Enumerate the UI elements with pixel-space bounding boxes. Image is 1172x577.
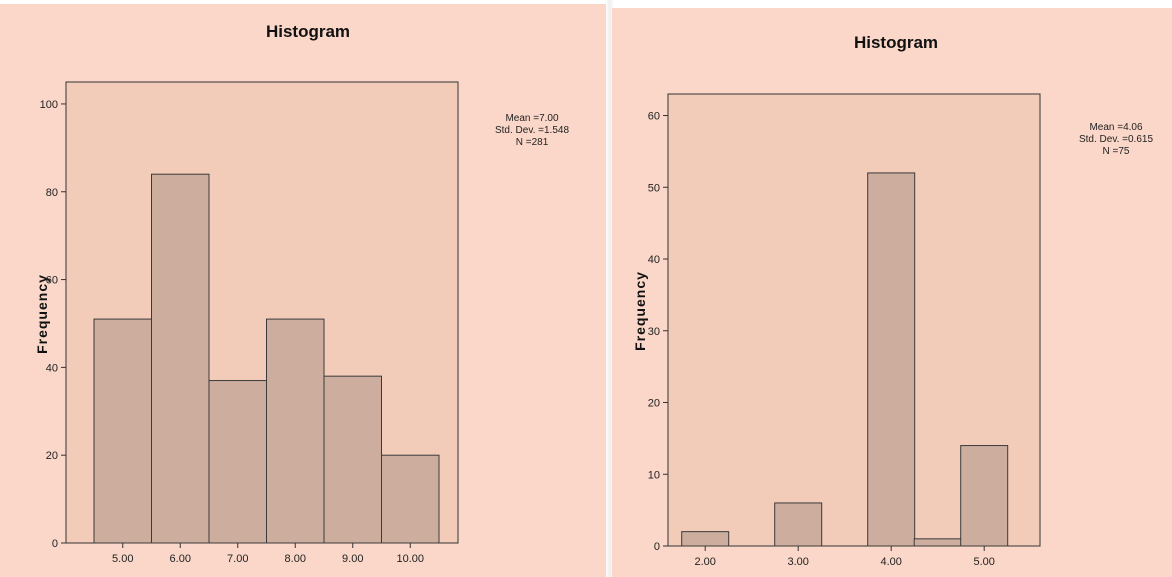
panel-divider (606, 0, 614, 577)
stat-std-dev: Std. Dev. =0.615 (1079, 134, 1153, 145)
stat-std-dev: Std. Dev. =1.548 (495, 125, 569, 136)
stat-n: N =75 (1103, 146, 1130, 157)
x-tick-label: 8.00 (285, 553, 306, 565)
bars (93, 173, 440, 544)
x-tick-label: 7.00 (227, 553, 248, 565)
x-tick-label: 3.00 (787, 556, 808, 568)
x-tick-label: 2.00 (694, 556, 715, 568)
stat-n: N =281 (516, 137, 549, 148)
y-tick-label: 30 (648, 326, 660, 338)
histogram-bar (266, 318, 325, 544)
y-tick-label: 40 (648, 254, 660, 266)
x-tick-label: 10.00 (396, 553, 424, 565)
stat-mean: Mean =7.00 (505, 113, 559, 124)
stats-box: Mean =4.06 Std. Dev. =0.615 N =75 (1079, 122, 1153, 157)
histogram-bar (867, 172, 916, 547)
y-tick-label: 80 (46, 187, 58, 199)
x-tick-label: 6.00 (170, 553, 191, 565)
chart-title: Histogram (854, 33, 938, 52)
stat-mean: Mean =4.06 (1089, 122, 1143, 133)
y-tick-label: 100 (40, 99, 58, 111)
y-tick-label: 0 (52, 538, 58, 550)
x-axis: 2.00 3.00 4.00 5.00 (694, 546, 995, 568)
histogram-chart-left: Histogram Frequency 0 20 40 60 80 100 5.00 6.0… (34, 22, 569, 565)
histogram-bar (913, 538, 962, 547)
y-tick-label: 60 (648, 111, 660, 123)
histogram-bar (381, 454, 440, 544)
stats-box: Mean =7.00 Std. Dev. =1.548 N =281 (495, 113, 569, 148)
y-tick-label: 0 (654, 541, 660, 553)
x-tick-label: 9.00 (342, 553, 363, 565)
y-tick-label: 20 (648, 398, 660, 410)
y-tick-label: 10 (648, 469, 660, 481)
x-tick-label: 5.00 (112, 553, 133, 565)
x-axis: 5.00 6.00 7.00 8.00 9.00 10.00 (112, 543, 424, 565)
y-axis: 0 10 20 30 40 50 60 (648, 111, 668, 553)
x-tick-label: 4.00 (880, 556, 901, 568)
histogram-bar (93, 318, 152, 544)
y-tick-label: 40 (46, 362, 58, 374)
histogram-bar (323, 375, 382, 544)
chart-title: Histogram (266, 22, 350, 41)
histogram-bar (208, 380, 267, 544)
y-tick-label: 50 (648, 182, 660, 194)
histogram-chart-right: Histogram Frequency 0 10 20 30 40 50 60 2.00 3.… (632, 33, 1153, 568)
histogram-bar (151, 173, 210, 544)
y-tick-label: 60 (46, 275, 58, 287)
x-tick-label: 5.00 (973, 556, 994, 568)
histogram-bar (774, 502, 823, 547)
y-tick-label: 20 (46, 450, 58, 462)
y-axis-label: Frequency (34, 274, 50, 354)
y-axis: 0 20 40 60 80 100 (40, 99, 66, 550)
histogram-panel-left: Histogram Frequency 0 20 40 60 80 100 5.00 6.0… (0, 4, 608, 577)
bars (681, 172, 1009, 547)
histogram-bar (960, 445, 1009, 547)
histogram-bar (681, 531, 730, 547)
y-axis-label: Frequency (632, 271, 648, 351)
histogram-panel-right: Histogram Frequency 0 10 20 30 40 50 60 2.00 3.… (612, 8, 1172, 577)
